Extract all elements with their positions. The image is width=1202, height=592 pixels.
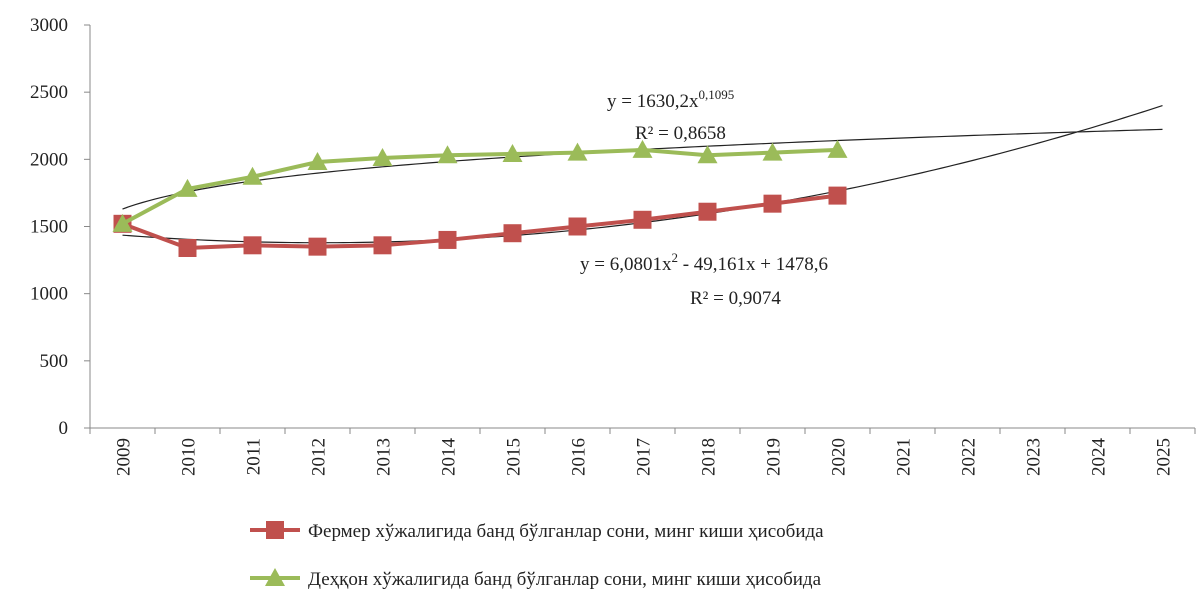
- trendline-equation: y = 6,0801x2 - 49,161x + 1478,6: [580, 250, 828, 275]
- x-tick-label: 2020: [829, 438, 850, 476]
- legend-marker: [265, 568, 285, 586]
- trendline-equation: y = 1630,2x0,1095: [607, 87, 734, 112]
- x-tick-label: 2019: [764, 438, 785, 476]
- marker: [567, 142, 588, 161]
- marker: [503, 224, 522, 243]
- marker: [763, 194, 782, 213]
- x-tick-label: 2012: [309, 438, 330, 476]
- y-tick-label: 1500: [30, 217, 68, 238]
- equation-part: y = 1630,2x: [607, 91, 699, 112]
- marker: [308, 237, 327, 256]
- marker: [112, 213, 133, 232]
- x-tick-label: 2010: [179, 438, 200, 476]
- x-tick-label: 2025: [1154, 438, 1175, 476]
- marker: [632, 139, 653, 158]
- series-line: [121, 193, 838, 251]
- marker: [762, 142, 783, 161]
- marker: [633, 210, 652, 229]
- marker: [828, 186, 847, 205]
- trendline-r2: R² = 0,9074: [690, 288, 781, 309]
- x-tick-label: 2011: [244, 438, 265, 475]
- equation-part: 2: [671, 250, 678, 265]
- equation-part: 0,1095: [698, 87, 734, 102]
- marker: [502, 143, 523, 162]
- marker: [827, 139, 848, 158]
- y-tick-label: 2000: [30, 149, 68, 170]
- x-tick-label: 2022: [959, 438, 980, 476]
- marker: [373, 236, 392, 255]
- y-tick-label: 1000: [30, 284, 68, 305]
- series-line: [121, 147, 838, 226]
- marker: [307, 152, 328, 171]
- x-tick-label: 2023: [1024, 438, 1045, 476]
- x-tick-label: 2018: [699, 438, 720, 476]
- x-tick-label: 2014: [439, 438, 460, 477]
- x-tick-label: 2024: [1089, 438, 1110, 477]
- legend-label: Фермер хўжалигида банд бўлганлар сони, м…: [308, 521, 824, 542]
- marker: [568, 217, 587, 236]
- legend-marker: [266, 521, 284, 539]
- trendline-r2: R² = 0,8658: [635, 123, 726, 144]
- marker: [438, 230, 457, 249]
- marker: [698, 202, 717, 221]
- marker: [242, 166, 263, 185]
- y-tick-label: 500: [40, 351, 69, 372]
- x-tick-label: 2013: [374, 438, 395, 476]
- x-tick-label: 2009: [114, 438, 135, 476]
- x-tick-label: 2016: [569, 438, 590, 476]
- equation-part: - 49,161x + 1478,6: [678, 254, 828, 275]
- x-tick-label: 2017: [634, 438, 655, 476]
- x-tick-label: 2015: [504, 438, 525, 476]
- marker: [697, 145, 718, 164]
- equation-part: y = 6,0801x: [580, 254, 672, 275]
- y-tick-label: 0: [59, 418, 69, 439]
- marker: [243, 236, 262, 255]
- marker: [437, 145, 458, 164]
- marker: [372, 147, 393, 166]
- marker: [177, 178, 198, 197]
- y-tick-label: 3000: [30, 15, 68, 36]
- x-tick-label: 2021: [894, 438, 915, 476]
- y-tick-label: 2500: [30, 82, 68, 103]
- marker: [178, 238, 197, 257]
- legend-label: Деҳқон хўжалигида банд бўлганлар сони, м…: [308, 569, 822, 590]
